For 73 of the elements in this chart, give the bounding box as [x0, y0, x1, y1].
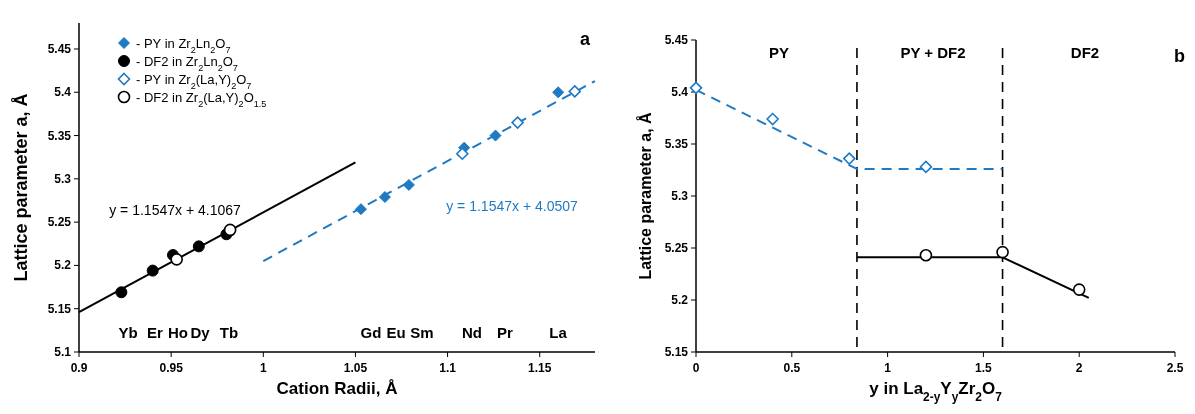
point [1072, 283, 1086, 296]
point [842, 152, 856, 165]
point [766, 112, 779, 126]
y-tick-label: 5.45 [47, 41, 72, 56]
annotation: Er [147, 324, 164, 341]
annotation: La [549, 324, 568, 341]
annotation: Yb [118, 324, 138, 341]
y-tick-label: 5.25 [664, 241, 689, 255]
x-tick-label: 1 [259, 361, 267, 375]
x-tick-label: 0 [692, 361, 700, 375]
y-tick-label: 5.2 [54, 258, 72, 273]
x-tick-label: 2.5 [1166, 361, 1184, 375]
y-tick-label: 5.3 [671, 189, 689, 203]
x-tick-label: 1.5 [975, 361, 993, 375]
y-tick-label: 5.4 [671, 85, 689, 99]
point [192, 240, 205, 253]
annotation: Sm [410, 324, 434, 341]
y-axis-title: Lattice parameter a, Å [636, 111, 654, 280]
annotation: y = 1.1547x + 4.0507 [446, 198, 578, 214]
point [456, 147, 469, 161]
annotation: Pr [497, 324, 514, 341]
annotation: Eu [386, 324, 406, 341]
point [489, 129, 502, 142]
legend-label: - PY in Zr$_{2}$Ln$_{2}$O$_{7}$ [136, 36, 231, 55]
x-tick-label: 0.95 [159, 361, 184, 375]
annotation: Ho [168, 324, 188, 341]
x-tick-label: 0.5 [783, 361, 801, 375]
annotation: PY [768, 44, 790, 61]
annotation: a [579, 29, 591, 49]
point [115, 286, 128, 299]
annotation: b [1174, 46, 1185, 66]
point [511, 116, 524, 129]
y-axis-title: Lattice parameter a, Å [11, 93, 31, 282]
x-tick-label: 1.15 [528, 361, 552, 375]
y-tick-label: 5.15 [47, 301, 72, 316]
x-axis-title: Cation Radii, Å [276, 379, 398, 398]
y-tick-label: 5.1 [54, 345, 72, 359]
point [996, 245, 1009, 259]
legend-label: - DF2 in Zr$_{2}$(La,Y)$_{2}$O$_{1.5}$ [136, 90, 267, 109]
x-tick-label: 2 [1075, 361, 1083, 375]
y-tick-label: 5.3 [54, 171, 72, 186]
annotation: Tb [219, 324, 239, 341]
legend-label: - DF2 in Zr$_{2}$Ln$_{2}$O$_{7}$ [136, 54, 238, 73]
x-axis-title: y in La$_{2-y}$Y$_{y}$Zr$_{2}$O$_{7}$ [869, 379, 1003, 404]
point [354, 203, 367, 216]
point [568, 85, 582, 98]
y-tick-label: 5.35 [47, 128, 72, 143]
x-tick-label: 0.9 [70, 361, 88, 375]
x-tick-label: 1 [884, 361, 892, 375]
point [919, 248, 933, 262]
point [689, 81, 703, 95]
y-tick-label: 5.35 [664, 137, 689, 151]
y-tick-label: 5.4 [54, 85, 72, 100]
legend-label: - PY in Zr$_{2}$(La,Y)$_{2}$O$_{7}$ [136, 72, 252, 91]
y-tick-label: 5.25 [47, 215, 72, 230]
x-tick-label: 1.1 [439, 361, 457, 375]
annotation: Nd [462, 324, 482, 341]
annotation: y = 1.1547x + 4.1067 [109, 202, 241, 218]
point [402, 178, 415, 191]
point [170, 253, 183, 266]
point [919, 160, 933, 174]
point [223, 223, 237, 237]
annotation: Gd [360, 324, 382, 341]
annotation: Dy [190, 324, 211, 341]
y-tick-label: 5.45 [664, 33, 689, 47]
annotation: PY + DF2 [900, 44, 966, 61]
x-tick-label: 1.05 [343, 361, 368, 375]
y-tick-label: 5.2 [671, 293, 689, 307]
point [378, 191, 391, 204]
point [146, 264, 159, 277]
annotation: DF2 [1070, 44, 1100, 61]
point [552, 86, 565, 99]
y-tick-label: 5.15 [664, 345, 689, 359]
